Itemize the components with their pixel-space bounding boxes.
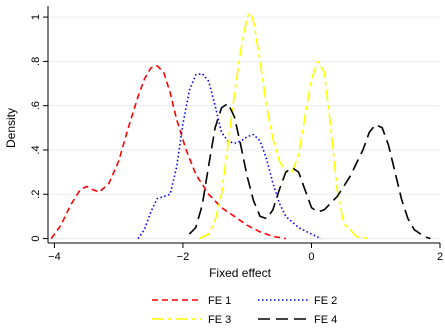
- y-axis-label: Density: [4, 108, 18, 148]
- x-tick-label: 0: [308, 251, 314, 263]
- y-tick-label: 0: [30, 236, 42, 242]
- y-ticks: 0 .2 .4 .6 .8 1: [30, 14, 48, 242]
- y-tick-label: .4: [30, 145, 42, 154]
- series-line-fe-1: [50, 65, 286, 240]
- x-tick-label: 2: [437, 251, 443, 263]
- legend: FE 1 FE 2 FE 3 FE 4: [142, 285, 354, 327]
- x-ticks: −4 −2 0 2: [48, 243, 443, 263]
- x-axis-label: Fixed effect: [209, 266, 271, 280]
- y-tick-label: .6: [30, 101, 42, 110]
- x-tick-label: −4: [48, 251, 61, 263]
- series-line-fe-4: [188, 102, 431, 240]
- y-tick-label: .2: [30, 190, 42, 199]
- axes: [47, 6, 440, 244]
- y-tick-label: .8: [30, 57, 42, 66]
- y-tick-label: 1: [30, 14, 42, 20]
- legend-label-fe-1: FE 1: [208, 295, 231, 307]
- series-layer: [50, 11, 431, 240]
- series-line-fe-3: [198, 11, 370, 240]
- legend-label-fe-3: FE 3: [208, 314, 231, 326]
- legend-label-fe-2: FE 2: [314, 295, 337, 307]
- x-tick-label: −2: [177, 251, 190, 263]
- legend-box: [142, 285, 354, 327]
- legend-label-fe-4: FE 4: [314, 314, 337, 326]
- gridlines: [48, 16, 440, 240]
